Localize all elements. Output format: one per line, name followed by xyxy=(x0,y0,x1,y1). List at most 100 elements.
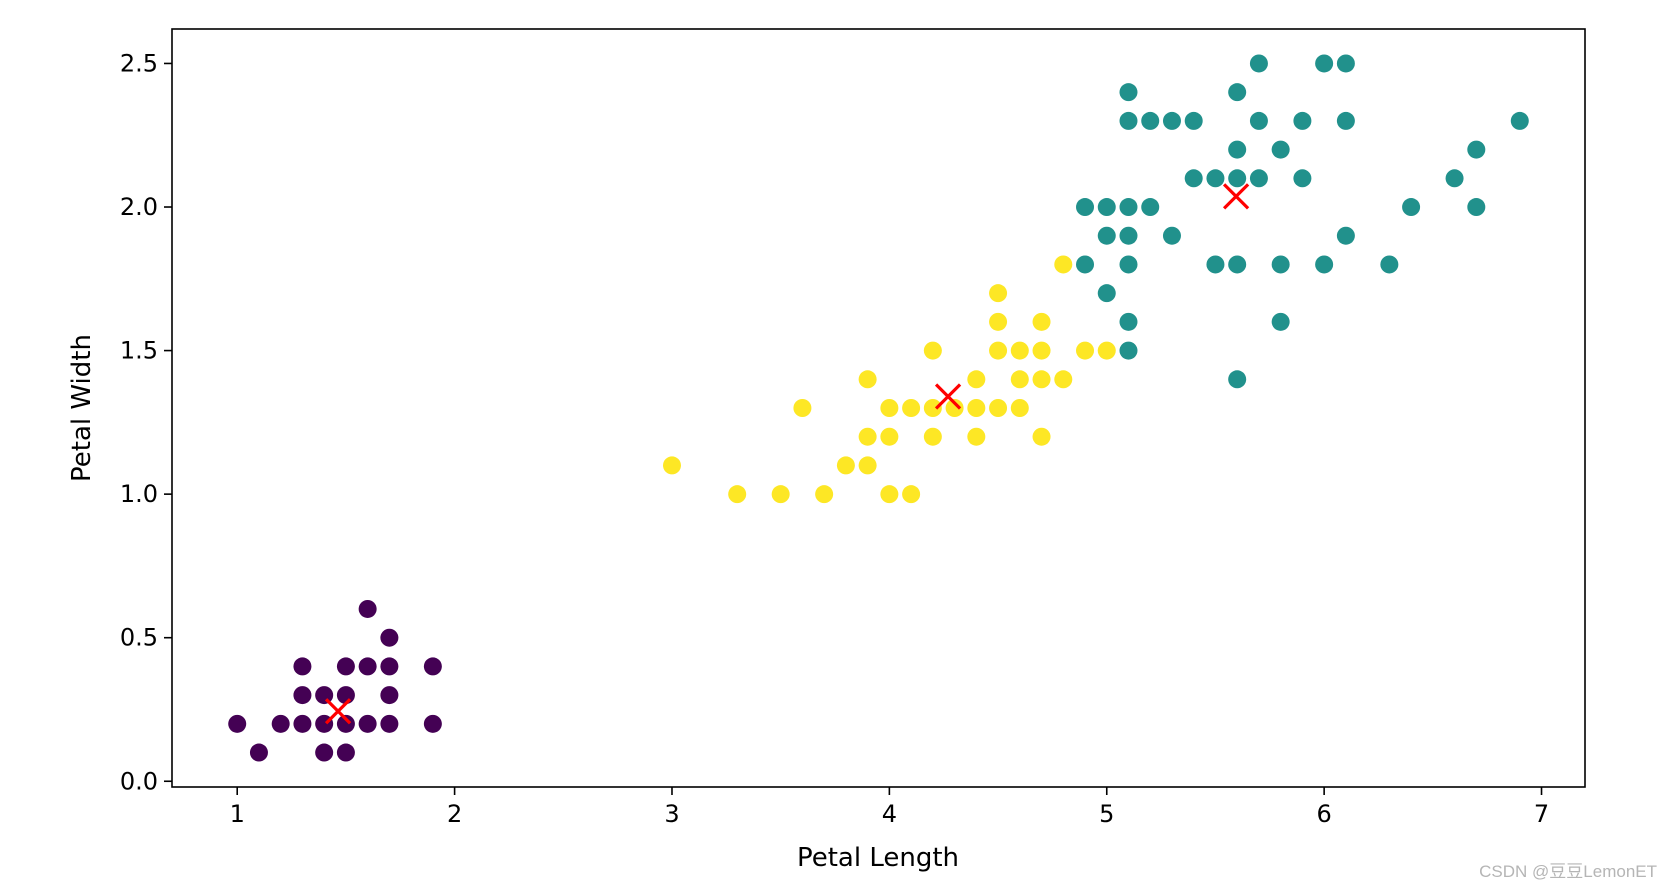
x-axis-label: Petal Length xyxy=(797,843,959,873)
data-point xyxy=(1510,111,1529,130)
data-point xyxy=(380,686,399,705)
data-point xyxy=(989,312,1008,331)
data-point xyxy=(1228,83,1247,102)
plot-frame xyxy=(171,28,1586,788)
data-point xyxy=(358,599,377,618)
data-point xyxy=(358,714,377,733)
data-point xyxy=(1228,169,1247,188)
data-point xyxy=(858,427,877,446)
data-point xyxy=(1032,341,1051,360)
data-point xyxy=(380,714,399,733)
data-point xyxy=(1119,341,1138,360)
watermark-text: CSDN @豆豆LemonET xyxy=(1479,862,1657,881)
data-point xyxy=(1162,226,1181,245)
y-axis-label: Petal Width xyxy=(67,334,97,482)
data-point xyxy=(1249,54,1268,73)
data-point xyxy=(1010,341,1029,360)
data-point xyxy=(1141,198,1160,217)
data-point xyxy=(771,485,790,504)
data-point xyxy=(858,456,877,475)
data-point xyxy=(1336,111,1355,130)
data-point xyxy=(967,370,986,389)
y-tick-label: 1.0 xyxy=(120,480,158,508)
data-point xyxy=(728,485,747,504)
data-point xyxy=(902,485,921,504)
data-point xyxy=(1249,111,1268,130)
data-point xyxy=(293,714,312,733)
data-point xyxy=(880,485,899,504)
y-tick-label: 1.5 xyxy=(120,337,158,365)
data-point xyxy=(1097,226,1116,245)
data-point xyxy=(1380,255,1399,274)
data-point xyxy=(1184,111,1203,130)
x-tick-label: 3 xyxy=(664,800,679,828)
data-point xyxy=(1315,255,1334,274)
data-point xyxy=(923,341,942,360)
data-point xyxy=(1206,255,1225,274)
data-points xyxy=(228,54,1529,762)
data-point xyxy=(315,743,334,762)
centroid-marker xyxy=(324,698,352,725)
centroid-marker xyxy=(1222,183,1250,210)
data-point xyxy=(1228,255,1247,274)
data-point xyxy=(1467,140,1486,159)
data-point xyxy=(1293,169,1312,188)
data-point xyxy=(1293,111,1312,130)
data-point xyxy=(1467,198,1486,217)
y-tick-label: 0.0 xyxy=(120,767,158,795)
data-point xyxy=(858,370,877,389)
data-point xyxy=(880,399,899,417)
data-point xyxy=(1402,198,1421,217)
data-point xyxy=(1032,427,1051,446)
x-tick-label: 5 xyxy=(1099,800,1114,828)
y-tick-label: 2.5 xyxy=(120,49,158,77)
data-point xyxy=(662,456,681,475)
x-tick-label: 7 xyxy=(1534,800,1549,828)
data-point xyxy=(336,714,355,733)
data-point xyxy=(1097,198,1116,217)
y-axis-ticks: 0.0 0.5 1.0 1.5 2.0 2.5 xyxy=(120,49,172,795)
data-point xyxy=(358,657,377,676)
data-point xyxy=(1445,169,1464,188)
data-point xyxy=(923,399,942,417)
centroid-markers xyxy=(324,183,1250,725)
data-point xyxy=(880,427,899,446)
data-point xyxy=(989,341,1008,360)
data-point xyxy=(423,657,442,676)
data-point xyxy=(1119,198,1138,217)
data-point xyxy=(1162,111,1181,130)
data-point xyxy=(1206,169,1225,188)
data-point xyxy=(1315,54,1334,73)
data-point xyxy=(293,686,312,705)
data-point xyxy=(1097,341,1116,360)
data-point xyxy=(1076,341,1095,360)
data-point xyxy=(1010,399,1029,417)
data-point xyxy=(989,284,1008,303)
data-point xyxy=(923,427,942,446)
data-point xyxy=(1097,284,1116,303)
data-point xyxy=(423,714,442,733)
data-point xyxy=(1141,111,1160,130)
data-point xyxy=(1228,140,1247,159)
data-point xyxy=(836,456,855,475)
data-point xyxy=(989,399,1008,417)
data-point xyxy=(793,399,812,417)
data-point xyxy=(815,485,834,504)
data-point xyxy=(1336,226,1355,245)
data-point xyxy=(902,399,921,417)
data-point xyxy=(336,743,355,762)
x-tick-label: 6 xyxy=(1316,800,1331,828)
data-point xyxy=(1184,169,1203,188)
data-point xyxy=(336,657,355,676)
data-point xyxy=(380,657,399,676)
data-point xyxy=(1119,111,1138,130)
data-point xyxy=(1271,312,1290,331)
data-point xyxy=(380,628,399,647)
data-point xyxy=(1010,370,1029,389)
data-point xyxy=(249,743,268,762)
data-point xyxy=(271,714,290,733)
data-point xyxy=(1119,226,1138,245)
data-point xyxy=(1054,370,1073,389)
